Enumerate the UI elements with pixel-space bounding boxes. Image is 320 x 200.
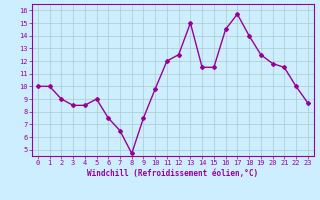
X-axis label: Windchill (Refroidissement éolien,°C): Windchill (Refroidissement éolien,°C)	[87, 169, 258, 178]
